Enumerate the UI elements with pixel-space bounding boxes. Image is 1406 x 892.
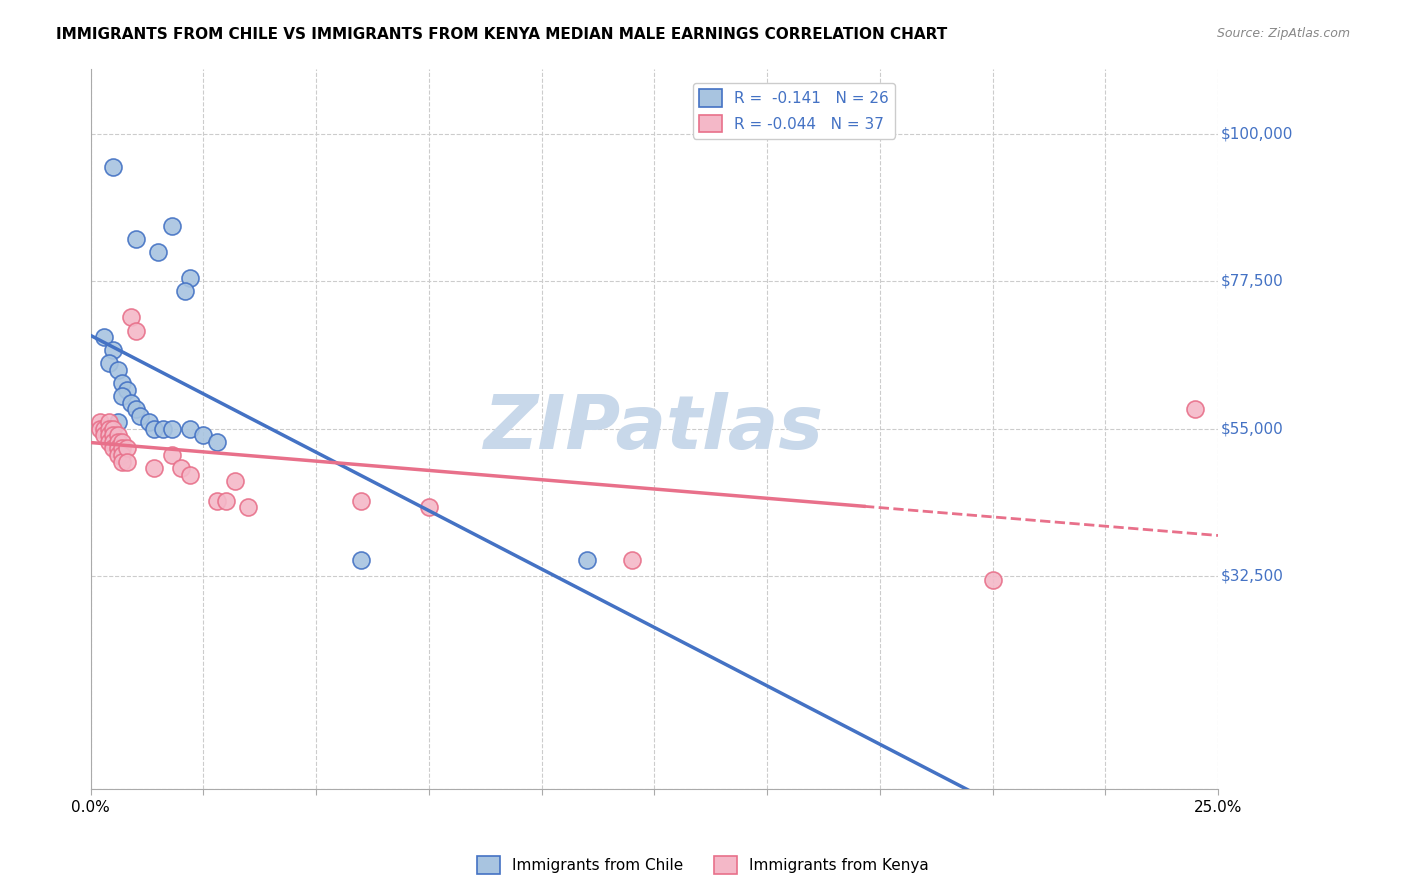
Point [107, 363, 129, 377]
Point [97, 415, 120, 429]
Point [107, 434, 129, 449]
Point [93, 428, 115, 442]
Point [111, 448, 134, 462]
Point [350, 494, 373, 508]
Point [981, 573, 1004, 587]
Point [111, 442, 134, 456]
Point [97, 428, 120, 442]
Point [179, 467, 201, 482]
Point [138, 415, 160, 429]
Point [101, 422, 124, 436]
Point [205, 494, 228, 508]
Point [115, 383, 138, 397]
Point [107, 415, 129, 429]
Point [115, 454, 138, 468]
Legend: R =  -0.141   N = 26, R = -0.044   N = 37: R = -0.141 N = 26, R = -0.044 N = 37 [693, 83, 894, 138]
Point [238, 500, 260, 515]
Point [111, 376, 134, 390]
Text: IMMIGRANTS FROM CHILE VS IMMIGRANTS FROM KENYA MEDIAN MALE EARNINGS CORRELATION : IMMIGRANTS FROM CHILE VS IMMIGRANTS FROM… [56, 27, 948, 42]
Point [93, 330, 115, 344]
Point [107, 428, 129, 442]
Point [1184, 402, 1206, 417]
Point [224, 475, 246, 489]
Text: $55,000: $55,000 [1220, 421, 1284, 436]
Text: $32,500: $32,500 [1220, 569, 1284, 583]
Point [148, 244, 170, 259]
Point [179, 271, 201, 285]
Point [101, 160, 124, 174]
Point [129, 409, 152, 423]
Point [575, 553, 598, 567]
Point [93, 422, 115, 436]
Text: $100,000: $100,000 [1220, 127, 1292, 142]
Point [120, 310, 142, 325]
Point [101, 442, 124, 456]
Point [101, 343, 124, 358]
Point [97, 356, 120, 370]
Text: $77,500: $77,500 [1220, 274, 1284, 289]
Point [125, 402, 148, 417]
Point [111, 389, 134, 403]
Point [620, 553, 643, 567]
Point [97, 422, 120, 436]
Point [174, 285, 197, 299]
Point [101, 428, 124, 442]
Point [125, 324, 148, 338]
Point [170, 461, 193, 475]
Point [205, 434, 228, 449]
Point [160, 422, 183, 436]
Point [142, 461, 165, 475]
Point [160, 448, 183, 462]
Point [97, 434, 120, 449]
Point [89, 422, 111, 436]
Point [193, 428, 215, 442]
Point [111, 434, 134, 449]
Point [179, 422, 201, 436]
Legend: Immigrants from Chile, Immigrants from Kenya: Immigrants from Chile, Immigrants from K… [471, 850, 935, 880]
Point [142, 422, 165, 436]
Point [107, 442, 129, 456]
Point [101, 434, 124, 449]
Point [115, 442, 138, 456]
Point [107, 448, 129, 462]
Point [152, 422, 174, 436]
Text: Source: ZipAtlas.com: Source: ZipAtlas.com [1216, 27, 1350, 40]
Point [350, 553, 373, 567]
Point [215, 494, 238, 508]
Point [125, 232, 148, 246]
Point [111, 454, 134, 468]
Point [418, 500, 440, 515]
Point [120, 395, 142, 409]
Point [160, 219, 183, 233]
Text: ZIPatlas: ZIPatlas [484, 392, 824, 466]
Point [89, 415, 111, 429]
